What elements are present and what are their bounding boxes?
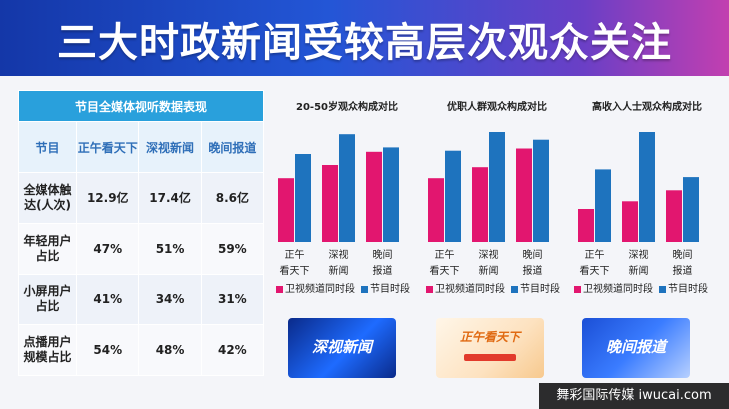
table-row: 小屏用户占比 41% 34% 31% xyxy=(17,273,265,326)
chart-legend: 卫视频道同时段 节目时段 xyxy=(426,280,566,295)
table-cell: 34% xyxy=(138,273,202,326)
category-label: 深视 xyxy=(329,248,349,261)
thumbnail-title: 晚间报道 xyxy=(605,338,666,356)
bar-channel xyxy=(322,165,338,242)
table-cell: 54% xyxy=(76,324,140,376)
table-row: 年轻用户占比 47% 51% 59% xyxy=(17,222,265,275)
bar-program xyxy=(533,139,549,242)
category-label: 晚间 xyxy=(673,248,693,261)
table-cell: 17.4亿 xyxy=(138,172,202,224)
category-label: 新闻 xyxy=(479,264,499,277)
watermark: 舞彩国际传媒 iwucai.com xyxy=(539,383,729,409)
category-label: 看天下 xyxy=(280,264,310,277)
table-cell: 8.6亿 xyxy=(200,172,265,224)
legend-swatch xyxy=(361,285,368,293)
chart-high-income: 高收入人士观众构成对比 正午看天下 深视新闻 晚间报道 xyxy=(572,92,722,302)
table-cell: 51% xyxy=(138,222,202,275)
table-row: 点播用户规模占比 54% 48% 42% xyxy=(17,324,265,376)
bar-channel xyxy=(578,209,594,242)
category-label: 报道 xyxy=(673,264,693,277)
bar-program xyxy=(489,132,505,242)
legend-swatch xyxy=(659,285,666,293)
category-label: 新闻 xyxy=(329,264,349,277)
category-label: 正午 xyxy=(435,248,455,261)
legend-label: 节目时段 xyxy=(668,284,708,295)
bar-channel xyxy=(472,167,488,242)
page-title: 三大时政新闻受较高层次观众关注 xyxy=(57,20,672,66)
header-banner: 三大时政新闻受较高层次观众关注 xyxy=(0,0,729,76)
row-label: 点播用户规模占比 xyxy=(17,324,78,376)
bar-channel xyxy=(428,178,444,242)
bar-program xyxy=(639,132,655,242)
thumbnail-title: 正午看天下 xyxy=(459,330,520,344)
thumbnail-decoration xyxy=(464,354,516,361)
table-cell: 59% xyxy=(200,222,265,275)
chart-title: 20-50岁观众构成对比 xyxy=(296,102,398,113)
chart-legend: 卫视频道同时段 节目时段 xyxy=(276,280,416,295)
row-label: 年轻用户占比 xyxy=(17,222,78,275)
chart-plot: 正午看天下 深视新闻 晚间报道 xyxy=(578,132,699,277)
legend-label: 节目时段 xyxy=(520,284,560,295)
category-label: 晚间 xyxy=(523,248,543,261)
table-row: 全媒体触达(人次) 12.9亿 17.4亿 8.6亿 xyxy=(17,172,265,224)
legend-label: 卫视频道同时段 xyxy=(285,284,355,295)
chart-title: 优职人群观众构成对比 xyxy=(447,102,547,113)
table-caption: 节目全媒体视听数据表现 xyxy=(18,90,264,122)
category-label: 深视 xyxy=(629,248,649,261)
category-label: 晚间 xyxy=(373,248,393,261)
table-cell: 47% xyxy=(76,222,140,275)
bar-program xyxy=(683,177,699,242)
table-cell: 41% xyxy=(76,273,140,326)
table-cell: 31% xyxy=(200,273,265,326)
bar-program xyxy=(295,154,311,242)
bar-channel xyxy=(278,178,294,242)
thumbnail-title: 深视新闻 xyxy=(311,338,372,356)
category-label: 报道 xyxy=(373,264,393,277)
chart-legend: 卫视频道同时段 节目时段 xyxy=(574,280,714,295)
chart-professionals: 优职人群观众构成对比 正午看天下 深视新闻 晚间报道 xyxy=(422,92,572,302)
table-cell: 48% xyxy=(138,324,202,376)
program-thumbnail-wanjian: 晚间报道 xyxy=(582,318,690,378)
table-cell: 42% xyxy=(200,324,265,376)
program-thumbnail-zhengwu: 正午看天下 xyxy=(436,318,544,378)
legend-swatch xyxy=(426,285,433,293)
category-label: 深视 xyxy=(479,248,499,261)
category-label: 报道 xyxy=(523,264,543,277)
bar-channel xyxy=(366,151,382,242)
bar-channel xyxy=(516,148,532,242)
column-header: 晚间报道 xyxy=(200,121,265,173)
bar-program xyxy=(383,147,399,242)
category-label: 正午 xyxy=(285,248,305,261)
bar-channel xyxy=(666,190,682,242)
category-label: 看天下 xyxy=(580,264,610,277)
chart-title: 高收入人士观众构成对比 xyxy=(592,102,702,113)
legend-label: 节目时段 xyxy=(370,284,410,295)
bar-program xyxy=(595,169,611,242)
chart-age-20-50: 20-50岁观众构成对比 正午看天下 深视新闻 晚间报道 xyxy=(272,92,422,302)
category-label: 新闻 xyxy=(629,264,649,277)
column-header: 正午看天下 xyxy=(76,121,140,173)
legend-label: 卫视频道同时段 xyxy=(583,284,653,295)
legend-swatch xyxy=(276,285,283,293)
row-label: 全媒体触达(人次) xyxy=(17,172,78,224)
category-label: 正午 xyxy=(585,248,605,261)
category-label: 看天下 xyxy=(430,264,460,277)
chart-plot: 正午看天下 深视新闻 晚间报道 xyxy=(278,134,399,277)
table-corner-header: 节目 xyxy=(17,121,78,173)
chart-plot: 正午看天下 深视新闻 晚间报道 xyxy=(428,132,549,277)
program-thumbnail-shenshi: 深视新闻 xyxy=(288,318,396,378)
program-data-table: 节目全媒体视听数据表现 节目 正午看天下 深视新闻 晚间报道 全媒体触达(人次)… xyxy=(17,90,265,376)
legend-swatch xyxy=(574,285,581,293)
bar-channel xyxy=(622,201,638,242)
row-label: 小屏用户占比 xyxy=(17,273,78,326)
bar-program xyxy=(339,134,355,242)
legend-label: 卫视频道同时段 xyxy=(435,284,505,295)
legend-swatch xyxy=(511,285,518,293)
bar-program xyxy=(445,150,461,242)
table-cell: 12.9亿 xyxy=(76,172,140,224)
column-header: 深视新闻 xyxy=(138,121,202,173)
